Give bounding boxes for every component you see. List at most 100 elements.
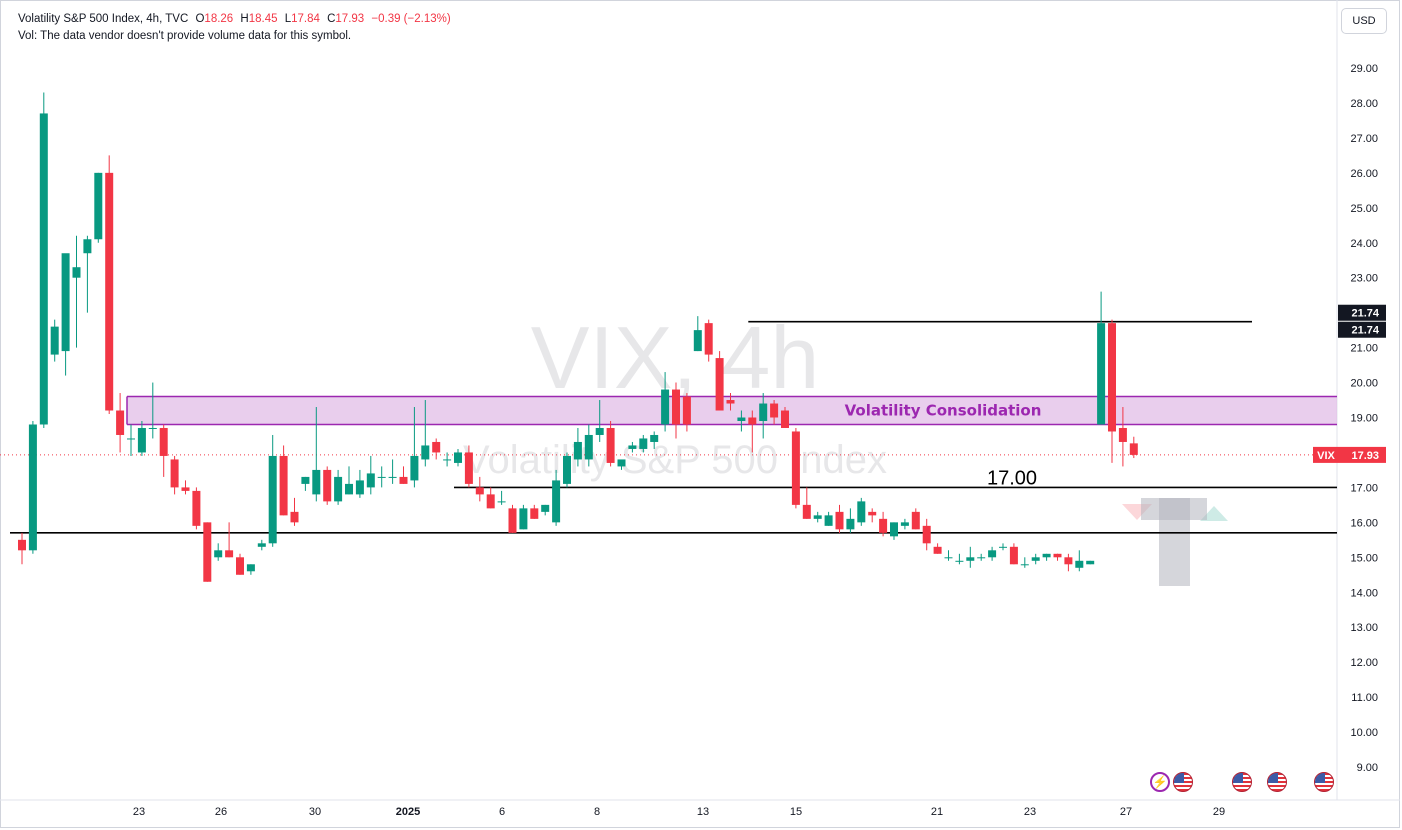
candle	[236, 553, 244, 575]
candle-body	[18, 539, 26, 551]
candle	[225, 522, 234, 558]
candle-body	[508, 508, 517, 533]
legend-low-value: 17.84	[291, 13, 320, 25]
candle-body	[944, 557, 953, 559]
symbol-tag-label: VIX	[1317, 450, 1335, 462]
candle	[497, 490, 506, 505]
candle-body	[781, 410, 789, 428]
us-flag-icon[interactable]	[1232, 772, 1252, 792]
us-flag-icon[interactable]	[1314, 772, 1334, 792]
candle	[377, 466, 386, 488]
candle-body	[519, 508, 528, 530]
legend-volume-note: Vol: The data vendor doesn't provide vol…	[18, 30, 352, 42]
price-tick-label: 23.00	[1350, 273, 1378, 285]
candle	[94, 172, 103, 243]
candle-body	[334, 476, 343, 502]
candle-body	[105, 172, 114, 411]
candle-body	[355, 480, 364, 495]
currency-button[interactable]: USD	[1341, 8, 1387, 34]
candle-body	[977, 557, 986, 559]
candle-body	[1042, 553, 1051, 558]
candle	[759, 393, 768, 439]
candle	[432, 438, 441, 460]
candle	[791, 427, 800, 509]
time-axis[interactable]: 23 26 30 2025 6 8 13 15 21 23 27 29	[133, 806, 1225, 818]
candle-body	[1129, 443, 1138, 455]
horizontal-lines[interactable]: 17.00	[0, 320, 1337, 534]
candle	[410, 407, 419, 488]
candle	[181, 480, 190, 495]
candle-body	[83, 239, 92, 254]
candle	[214, 543, 223, 561]
candle-body	[475, 487, 484, 495]
price-axis[interactable]: 9.00 10.00 11.00 12.00 13.00 14.00 15.00 16.00 1…	[1350, 63, 1378, 774]
candle	[83, 235, 92, 313]
candle-body	[214, 550, 223, 558]
candle-body	[301, 476, 310, 484]
candle-body	[552, 480, 561, 523]
candle-body	[682, 396, 691, 425]
price-tick-label: 14.00	[1350, 587, 1378, 599]
candle	[748, 410, 757, 453]
candle-body	[388, 476, 397, 478]
candle	[835, 504, 844, 533]
candle	[639, 434, 648, 453]
candle-body	[824, 515, 833, 526]
candle	[846, 508, 855, 533]
candle	[454, 448, 462, 467]
time-tick-label: 6	[499, 806, 505, 818]
candle	[1020, 557, 1029, 568]
candle-body	[650, 434, 659, 442]
candle	[922, 518, 931, 551]
time-tick-label: 29	[1213, 806, 1225, 818]
candle	[61, 253, 70, 376]
candle	[988, 546, 997, 561]
us-flag-icon[interactable]	[1173, 772, 1193, 792]
candle-body	[791, 431, 800, 505]
price-tick-label: 11.00	[1351, 692, 1378, 704]
candle	[18, 532, 26, 565]
candle	[595, 400, 604, 442]
candle	[628, 441, 637, 453]
candle	[977, 553, 986, 561]
candle	[661, 372, 670, 432]
candle-body	[50, 326, 59, 355]
candle	[617, 459, 626, 470]
candle-body	[1097, 323, 1106, 425]
candle	[999, 543, 1007, 551]
candle	[911, 508, 920, 530]
price-tag-value: 17.93	[1351, 450, 1379, 462]
candle-body	[28, 424, 37, 551]
candle	[1042, 553, 1051, 561]
candle	[148, 382, 157, 439]
candle-body	[835, 511, 844, 530]
time-tick-label: 8	[594, 806, 600, 818]
legend-low-label: L	[284, 13, 292, 25]
candle	[72, 235, 81, 348]
candle-body	[1053, 553, 1062, 558]
candle	[650, 431, 659, 449]
price-tag	[1338, 446, 1386, 463]
candle-body	[1086, 560, 1095, 565]
candle-body	[988, 550, 997, 558]
candle-body	[595, 427, 604, 435]
candle	[1075, 550, 1084, 572]
candle	[1097, 291, 1106, 425]
candle-body	[257, 543, 266, 547]
candle-body	[911, 511, 920, 530]
lightning-icon[interactable]: ⚡	[1150, 772, 1170, 792]
candle-body	[933, 546, 942, 554]
candle	[486, 487, 495, 509]
candle-body	[639, 438, 648, 449]
candle	[879, 511, 888, 537]
candle-body	[999, 546, 1007, 548]
candle	[541, 504, 550, 516]
us-flag-icon[interactable]	[1267, 772, 1287, 792]
time-tick-label: 23	[133, 806, 145, 818]
candle-body	[879, 518, 888, 533]
candle-body	[137, 427, 146, 453]
candle-body	[116, 410, 125, 435]
watermark-name: Volatility S&P 500 Index	[463, 438, 887, 482]
